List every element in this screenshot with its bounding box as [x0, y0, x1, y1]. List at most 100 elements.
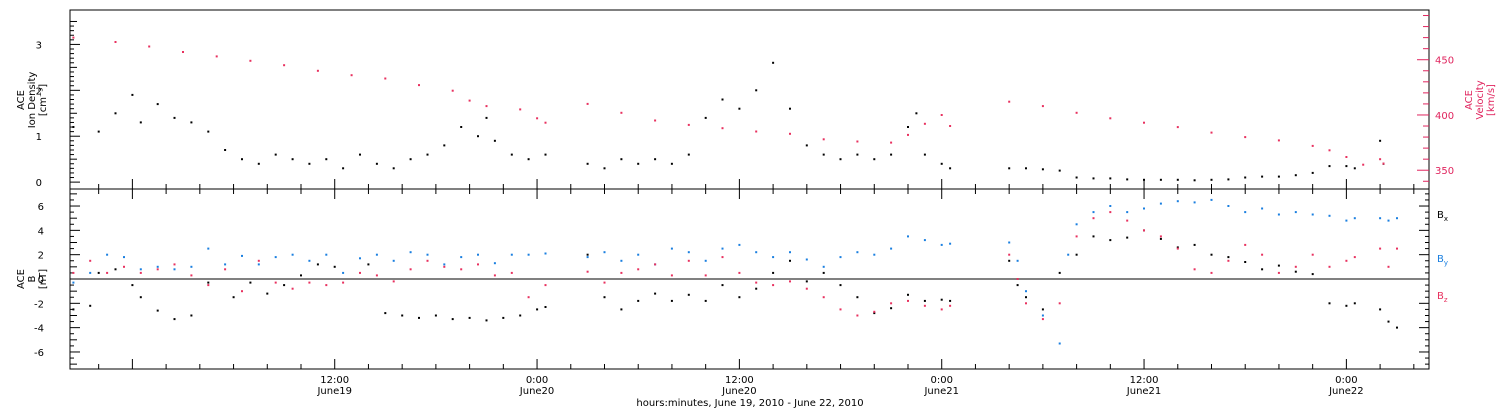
data-point — [434, 314, 437, 317]
data-point — [544, 153, 547, 156]
data-point — [654, 119, 657, 122]
data-point — [890, 141, 893, 144]
data-point — [1210, 253, 1213, 256]
data-point — [392, 259, 395, 262]
data-point — [940, 162, 943, 165]
x-tick-label-time: 12:00 — [320, 375, 349, 386]
data-point — [241, 290, 243, 293]
data-point — [384, 77, 387, 80]
data-point — [1058, 169, 1061, 172]
x-tick-label-date: June20 — [721, 386, 757, 397]
data-point — [156, 268, 159, 271]
data-point — [409, 251, 412, 254]
data-point — [1041, 105, 1044, 108]
data-point — [1008, 253, 1011, 256]
data-point — [704, 116, 707, 119]
data-point — [949, 125, 952, 127]
data-point — [316, 263, 319, 266]
data-point — [687, 293, 690, 296]
data-point — [443, 144, 446, 147]
data-point — [1193, 268, 1196, 271]
data-point — [536, 117, 539, 120]
bottom-series-By — [72, 198, 1398, 345]
data-point — [1277, 213, 1280, 216]
data-point — [1396, 217, 1398, 220]
data-point — [257, 162, 260, 165]
data-point — [468, 316, 471, 319]
data-point — [1041, 308, 1044, 311]
data-point — [97, 130, 100, 133]
data-point — [418, 84, 420, 87]
data-point — [1294, 265, 1297, 268]
data-point — [1227, 205, 1230, 207]
data-point — [114, 268, 117, 271]
data-point — [544, 121, 547, 124]
data-point — [291, 253, 294, 256]
data-point — [342, 281, 345, 284]
data-point — [1311, 253, 1314, 256]
data-point — [755, 89, 758, 92]
data-point — [687, 123, 690, 126]
data-point — [190, 121, 193, 124]
data-point — [789, 280, 791, 283]
top-right-y-tick-label: 400 — [1435, 111, 1454, 122]
top-left-y-tick-label: 2 — [36, 86, 42, 97]
data-point — [1244, 261, 1247, 263]
data-point — [1261, 207, 1264, 210]
data-point — [156, 265, 159, 268]
data-point — [139, 121, 142, 124]
data-point — [173, 116, 176, 119]
bottom-y-tick-label: 4 — [38, 226, 44, 237]
data-points — [72, 36, 1398, 345]
data-point — [139, 271, 142, 274]
data-point — [1067, 253, 1070, 256]
bottom-y-tick-label: -6 — [34, 348, 44, 359]
data-point — [654, 292, 657, 295]
data-point — [1041, 318, 1044, 321]
data-point — [822, 138, 825, 141]
data-point — [257, 263, 260, 266]
data-point — [241, 254, 243, 257]
data-point — [1008, 259, 1011, 262]
data-point — [721, 247, 724, 250]
data-point — [721, 98, 724, 101]
data-point — [308, 259, 311, 262]
data-point — [1345, 156, 1348, 158]
data-point — [755, 281, 758, 284]
data-point — [342, 271, 345, 274]
data-point — [1143, 229, 1145, 232]
data-point — [443, 263, 446, 266]
data-point — [274, 256, 277, 259]
data-point — [1143, 121, 1145, 124]
data-point — [1387, 265, 1390, 268]
data-point — [1058, 342, 1061, 345]
data-point — [1244, 211, 1247, 214]
data-point — [1143, 207, 1145, 210]
data-point — [603, 251, 606, 254]
top-series-red — [72, 36, 1385, 166]
data-point — [1109, 239, 1112, 242]
data-point — [923, 239, 926, 242]
data-point — [603, 281, 606, 284]
data-point — [856, 153, 859, 156]
bottom-y-tick-label: -2 — [34, 299, 44, 310]
data-point — [637, 268, 640, 271]
data-point — [190, 265, 193, 268]
data-point — [1210, 131, 1213, 134]
data-point — [1244, 243, 1247, 246]
data-point — [224, 268, 227, 271]
data-point — [123, 256, 125, 259]
data-point — [1176, 200, 1179, 203]
data-point — [527, 296, 530, 299]
data-point — [949, 167, 952, 170]
data-point — [1353, 167, 1356, 170]
legend-bx-main: B — [1437, 210, 1444, 221]
data-point — [805, 258, 808, 261]
data-point — [1176, 178, 1179, 181]
data-point — [451, 89, 454, 92]
data-point — [1345, 304, 1348, 307]
data-point — [1311, 213, 1314, 216]
data-point — [940, 298, 943, 301]
data-point — [1210, 198, 1213, 201]
data-point — [392, 167, 395, 170]
